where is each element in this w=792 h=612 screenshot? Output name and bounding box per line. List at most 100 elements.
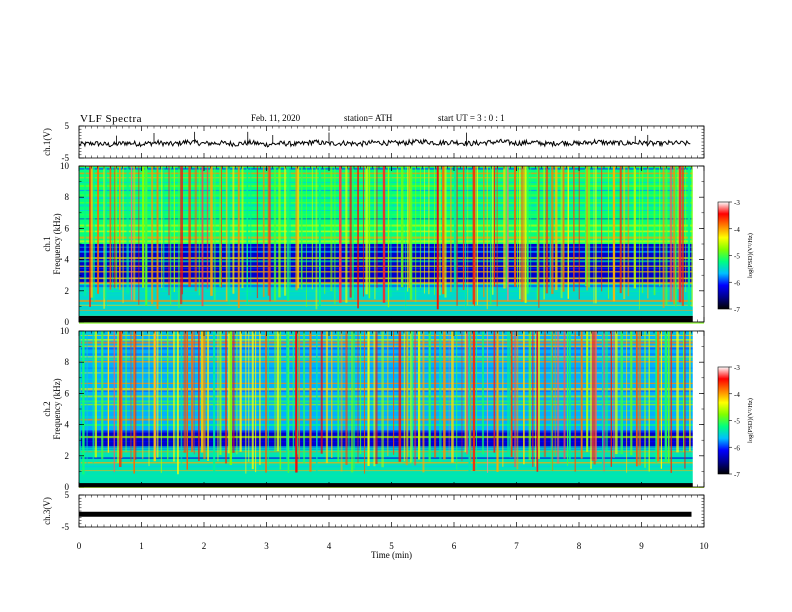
spectrogram-line bbox=[79, 250, 704, 253]
spectrogram-streak bbox=[610, 331, 612, 467]
spectrogram-streak bbox=[292, 331, 295, 457]
spectrogram-streak bbox=[405, 166, 407, 309]
spectrogram-streak bbox=[107, 331, 110, 453]
spectrogram-streak bbox=[79, 331, 81, 472]
spectrogram-streak bbox=[456, 166, 458, 306]
spectrogram-line bbox=[79, 358, 704, 360]
spectrogram-streak bbox=[259, 331, 261, 465]
colorbar-tick-label: -4 bbox=[734, 226, 740, 234]
spectrogram-line bbox=[79, 322, 704, 324]
spectrogram-line bbox=[79, 265, 704, 267]
spectrogram-line bbox=[79, 236, 704, 239]
spectrogram-streak bbox=[151, 166, 154, 305]
spectrogram-streak bbox=[122, 166, 124, 304]
spectrogram-streak bbox=[528, 331, 532, 460]
spectrogram-streak bbox=[676, 331, 679, 453]
spectrogram-streak bbox=[461, 331, 463, 462]
y-tick-label: -5 bbox=[62, 522, 70, 532]
spectrogram-streak bbox=[368, 166, 371, 299]
spectrogram-blank bbox=[692, 166, 704, 322]
spectrogram-streak bbox=[551, 166, 554, 295]
spectrogram-line bbox=[79, 284, 704, 288]
spectrogram-streak bbox=[396, 166, 399, 291]
spectrogram-streak bbox=[472, 166, 476, 305]
y-tick-label: 2 bbox=[65, 286, 70, 296]
spectrogram-streak bbox=[678, 166, 682, 303]
x-tick-label: 6 bbox=[452, 541, 457, 551]
spectrogram-streak bbox=[135, 331, 137, 461]
spectrogram-line bbox=[79, 372, 704, 374]
spectrogram-line bbox=[79, 465, 704, 468]
spectrogram-streak bbox=[113, 331, 115, 473]
spectrogram-streak bbox=[198, 166, 200, 296]
y-tick-label: 4 bbox=[65, 255, 70, 265]
spectrogram-streak bbox=[376, 166, 378, 288]
spectrogram-line bbox=[79, 416, 704, 418]
spectrogram-streak bbox=[334, 166, 336, 305]
spectrogram-streak bbox=[613, 331, 615, 459]
spectrogram-streak bbox=[555, 166, 558, 291]
x-tick-label: 0 bbox=[77, 541, 82, 551]
spectrogram-streak bbox=[168, 166, 170, 296]
spectrogram-streak bbox=[635, 331, 638, 467]
spectrogram-streak bbox=[513, 166, 517, 287]
panel-2: -3 -4 -5 -6 -7 log(PSD)(V²/Hz) ch.1 Frequency (… bbox=[42, 161, 754, 327]
spectrogram-line bbox=[79, 410, 704, 412]
spectrogram-line bbox=[79, 199, 704, 202]
spectrogram-streak bbox=[315, 166, 318, 310]
spectrogram-streak bbox=[422, 331, 425, 473]
spectrogram-streak bbox=[667, 331, 670, 463]
spectrogram-streak bbox=[567, 166, 570, 299]
spectrogram-streak bbox=[470, 331, 472, 462]
spectrogram-streak bbox=[180, 331, 183, 468]
spectrogram-streak bbox=[262, 166, 265, 298]
spectrogram-streak bbox=[685, 166, 687, 292]
panel-1: ch.1(V) 5 -5 bbox=[42, 121, 705, 163]
spectrogram-streak bbox=[551, 331, 554, 471]
spectrogram-streak bbox=[398, 331, 402, 462]
spectrogram-line bbox=[79, 356, 704, 358]
spectrogram-streak bbox=[562, 166, 565, 292]
spectrogram-streak bbox=[340, 331, 343, 472]
spectrogram-streak bbox=[442, 166, 445, 295]
spectrogram-streak bbox=[568, 331, 571, 461]
spectrogram-streak bbox=[439, 166, 441, 296]
spectrogram-streak bbox=[655, 331, 658, 463]
spectrogram-line bbox=[79, 457, 704, 459]
spectrogram-streak bbox=[638, 331, 641, 466]
spectrogram-line bbox=[79, 246, 704, 248]
spectrogram-band bbox=[79, 432, 704, 448]
spectrogram-streak bbox=[309, 331, 312, 472]
spectrogram-streak bbox=[483, 166, 485, 298]
spectrogram-streak bbox=[363, 331, 366, 474]
x-tick-label: 8 bbox=[577, 541, 582, 551]
spectrogram-streak bbox=[300, 166, 303, 290]
spectrogram-line bbox=[79, 481, 704, 483]
spectrogram-streak bbox=[549, 166, 551, 293]
spectrogram-line bbox=[79, 218, 704, 220]
spectrogram-streak bbox=[510, 331, 513, 457]
spectrogram-streak bbox=[509, 331, 512, 458]
spectrogram-streak bbox=[357, 331, 359, 463]
colorbar-tick-label: -7 bbox=[734, 471, 740, 479]
y-axis-label: Frequency (kHz) bbox=[52, 213, 62, 274]
spectrogram-line bbox=[79, 475, 704, 477]
spectrogram-streak bbox=[251, 331, 254, 470]
spectrogram-streak bbox=[173, 166, 176, 292]
spectrogram-ch.1 bbox=[79, 166, 704, 324]
spectrogram-streak bbox=[475, 166, 477, 302]
spectrogram-streak bbox=[496, 331, 499, 472]
spectrogram-streak bbox=[623, 166, 626, 300]
spectrogram-line bbox=[79, 487, 704, 488]
spectrogram-streak bbox=[550, 331, 553, 471]
spectrogram-streak bbox=[607, 166, 609, 299]
spectrogram-streak bbox=[156, 331, 159, 458]
spectrogram-streak bbox=[225, 166, 228, 301]
spectrogram-streak bbox=[348, 331, 350, 462]
spectrogram-streak bbox=[177, 331, 179, 475]
spectrogram-streak bbox=[92, 166, 95, 302]
spectrogram-streak bbox=[474, 166, 475, 307]
spectrogram-streak bbox=[436, 166, 439, 310]
spectrogram-line bbox=[79, 430, 704, 433]
spectrogram-streak bbox=[428, 331, 431, 462]
